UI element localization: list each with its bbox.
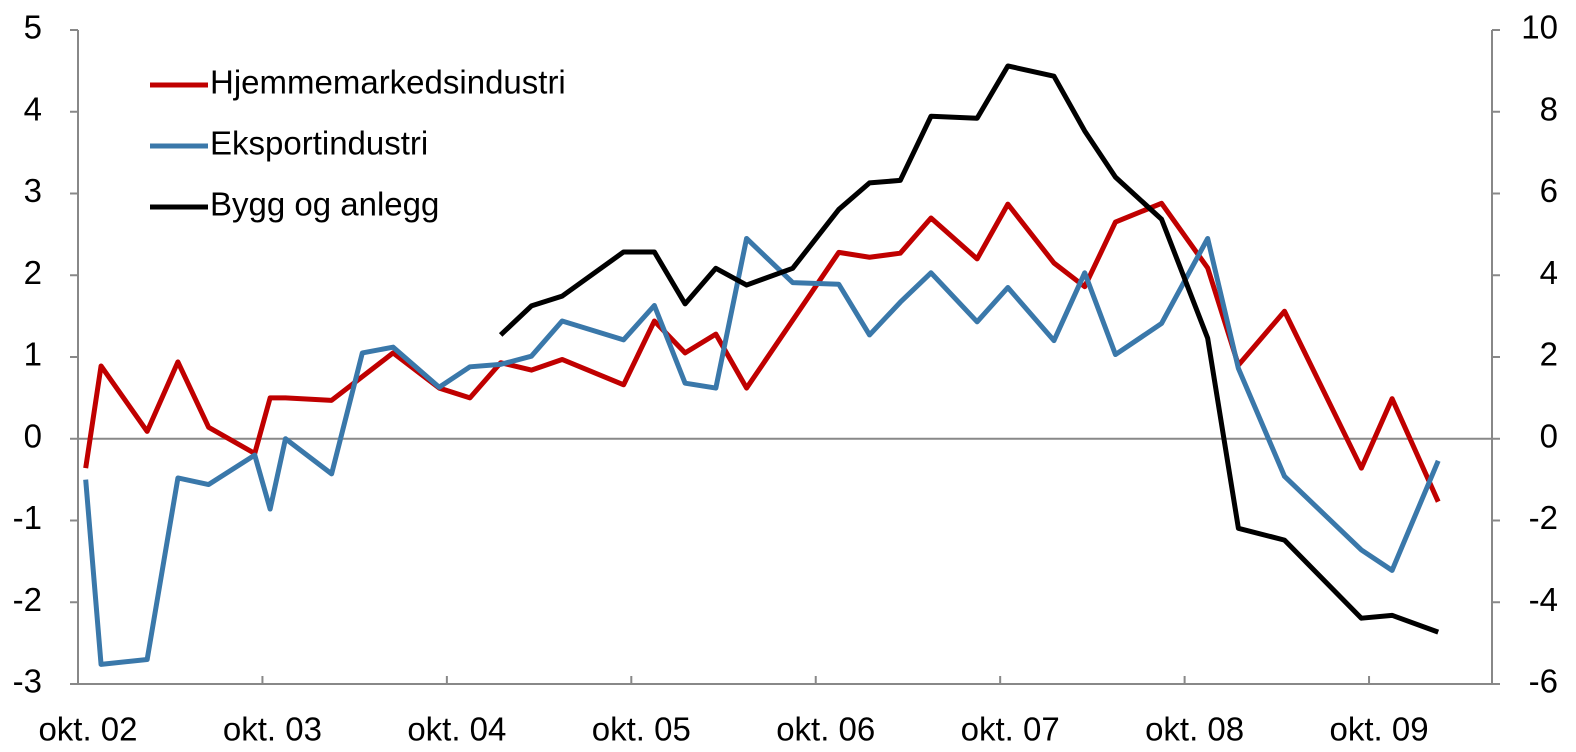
y-tick-label: 5 [24,9,42,46]
x-tick-label: okt. 03 [223,711,322,748]
y2-tick-label: 8 [1540,90,1558,127]
y-tick-label: -1 [13,499,42,536]
y2-tick-label: 4 [1540,254,1558,291]
x-tick-label: okt. 09 [1330,711,1429,748]
series-line [83,235,1441,667]
y-tick-label: -3 [13,663,42,700]
x-tick-label: okt. 05 [592,711,691,748]
series-line [83,200,1441,503]
y-tick-label: 2 [24,254,42,291]
y-tick-label: 1 [24,336,42,373]
legend-label: Bygg og anlegg [210,186,439,223]
y-tick-label: 4 [24,90,42,127]
legend-label: Hjemmemarkedsindustri [210,64,566,101]
y-tick-label: 3 [24,172,42,209]
y2-tick-label: 6 [1540,172,1558,209]
y2-tick-label: -2 [1529,499,1558,536]
y2-tick-label: -4 [1529,581,1558,618]
y-tick-label: -2 [13,581,42,618]
x-tick-label: okt. 06 [776,711,875,748]
x-tick-label: okt. 07 [961,711,1060,748]
y2-tick-label: 10 [1521,9,1558,46]
x-tick-label: okt. 02 [38,711,137,748]
legend-label: Eksportindustri [210,125,428,162]
x-tick-label: okt. 08 [1145,711,1244,748]
y2-tick-label: 0 [1540,417,1558,454]
y-tick-label: 0 [24,417,42,454]
y2-tick-label: -6 [1529,663,1558,700]
x-tick-label: okt. 04 [407,711,506,748]
y2-tick-label: 2 [1540,336,1558,373]
series-line [498,63,1440,635]
